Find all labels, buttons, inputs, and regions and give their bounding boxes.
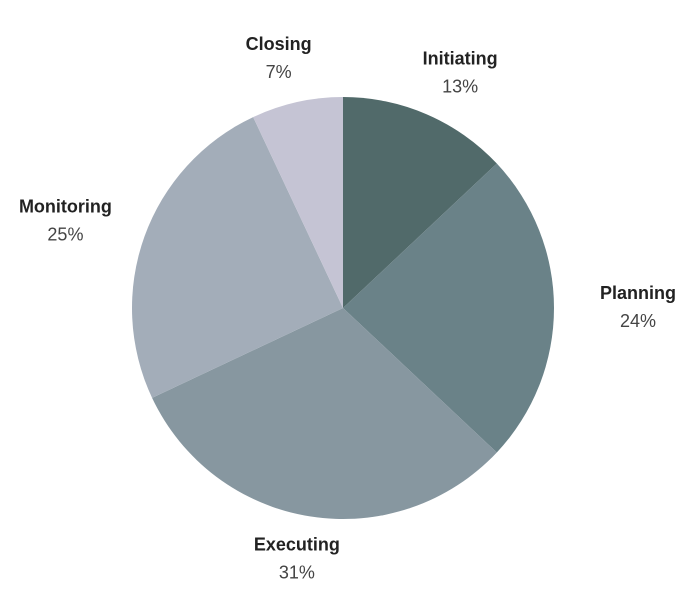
slice-value: 13%: [442, 77, 478, 97]
slice-value: 24%: [620, 311, 656, 331]
pie-slice: [152, 308, 497, 519]
slice-value: 25%: [47, 224, 83, 244]
slice-value: 7%: [266, 62, 292, 82]
slice-label: Executing: [254, 535, 340, 555]
pie-slice: [343, 163, 554, 453]
slice-value: 31%: [279, 563, 315, 583]
slice-label: Planning: [600, 283, 676, 303]
slice-label: Initiating: [423, 49, 498, 69]
pie-slice: [343, 97, 497, 308]
pie-slice: [132, 117, 343, 398]
slice-label: Monitoring: [19, 196, 112, 216]
slice-label: Closing: [246, 34, 312, 54]
pie-slice: [253, 97, 343, 308]
